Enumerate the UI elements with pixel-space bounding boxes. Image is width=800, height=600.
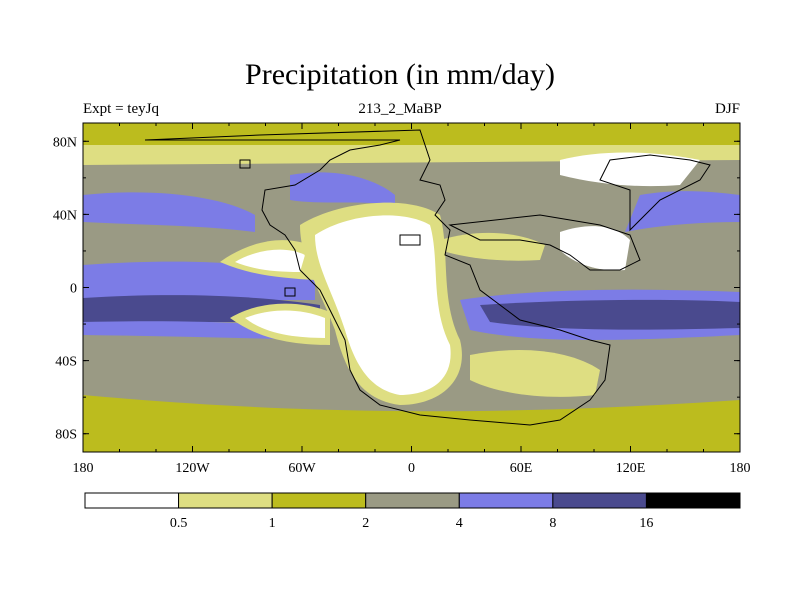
field-stormtrack-east <box>625 191 740 232</box>
x-tick-label: 180 <box>73 461 94 476</box>
colorbar-label: 8 <box>549 516 556 531</box>
colorbar-box <box>84 492 180 509</box>
coastline-island-3 <box>284 287 296 297</box>
x-tick-label: 60W <box>288 461 316 476</box>
field-dry-southwest <box>245 310 325 338</box>
x-axis: 180 120W 60W 0 60E 120E 180 <box>73 123 751 476</box>
coastline-island-1 <box>239 159 251 169</box>
coastline-north-east <box>599 154 711 232</box>
field-east-dry <box>560 226 630 271</box>
field-dry-northwest <box>235 249 305 272</box>
y-tick-label: 80S <box>55 428 77 443</box>
coastline-island-2 <box>399 234 421 246</box>
field-stormtrack-atlantic <box>290 172 395 205</box>
colorbar-box <box>178 492 273 509</box>
field-itcz-east-core <box>480 299 740 330</box>
field-south-interior <box>470 350 600 397</box>
colorbar-label: 2 <box>362 516 369 531</box>
colorbar-box <box>552 492 647 509</box>
field-stormtrack-pacific <box>83 192 255 232</box>
x-tick-label: 60E <box>510 461 533 476</box>
field-pangea-dry <box>315 215 451 395</box>
colorbar-box <box>271 492 367 509</box>
field-band-south-olive-2 <box>83 395 740 432</box>
y-tick-label: 40N <box>53 208 77 223</box>
colorbar-box <box>645 492 741 509</box>
y-tick-label: 40S <box>55 355 77 370</box>
season-label: DJF <box>714 101 740 117</box>
y-tick-label: 80N <box>53 135 77 150</box>
x-tick-label: 0 <box>408 461 415 476</box>
colorbar-box <box>365 492 460 509</box>
period-label: 213_2_MaBP <box>358 101 442 117</box>
y-tick-label: 0 <box>70 282 77 297</box>
colorbar-box <box>458 492 554 509</box>
precipitation-field <box>83 123 740 452</box>
field-north-dry <box>560 152 700 187</box>
x-tick-label: 180 <box>730 461 751 476</box>
coastline-supercontinent <box>144 129 611 426</box>
chart-title: Precipitation (in mm/day) <box>245 58 555 91</box>
coastline-east-landmass <box>448 214 641 271</box>
colorbar-label: 0.5 <box>170 516 188 531</box>
field-band-south-olive <box>83 430 740 452</box>
colorbar-label: 1 <box>269 516 276 531</box>
experiment-label: Expt = teyJq <box>83 101 159 117</box>
y-axis: 80N 40N 0 40S 80S <box>53 135 740 443</box>
colorbar-label: 16 <box>639 516 653 531</box>
x-tick-label: 120E <box>616 461 646 476</box>
x-tick-label: 120W <box>175 461 210 476</box>
colorbar: 0.5 1 2 4 8 16 <box>84 492 741 531</box>
coastline <box>144 129 711 426</box>
colorbar-label: 4 <box>456 516 463 531</box>
